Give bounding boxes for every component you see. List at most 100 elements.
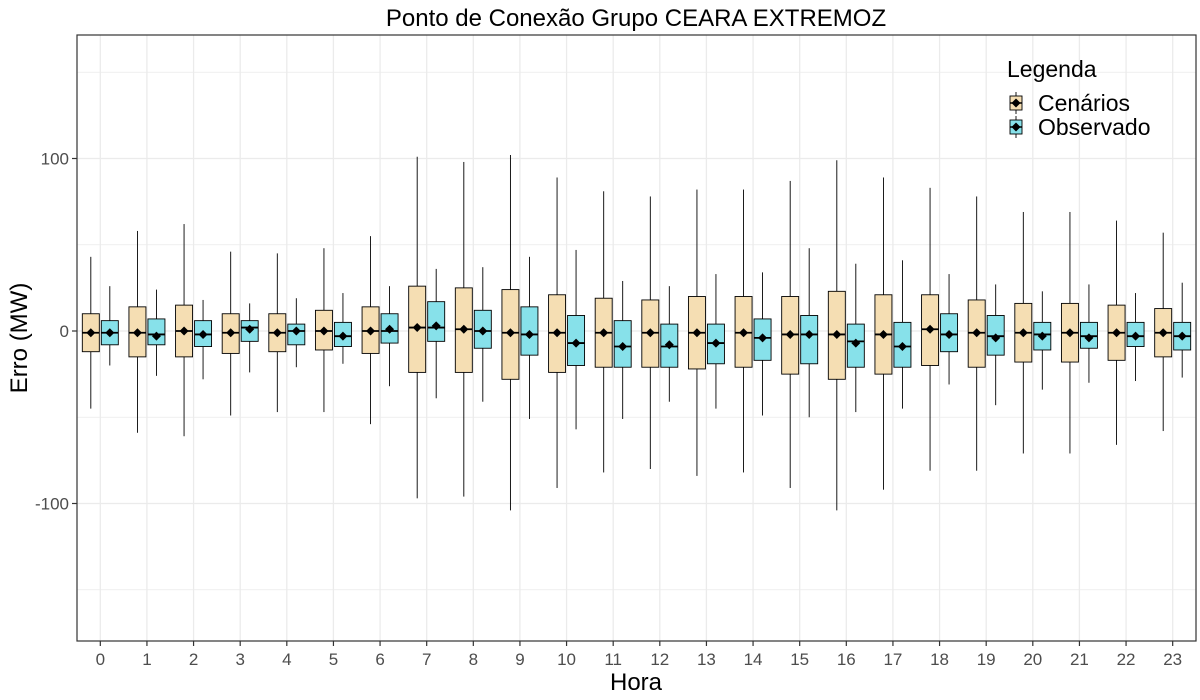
legend-title: Legenda [1007, 56, 1097, 82]
mean-point [272, 328, 282, 338]
mean-point [664, 340, 674, 350]
box-group [520, 256, 539, 419]
x-tick-label: 4 [282, 650, 291, 669]
grid-minor [77, 71, 1196, 591]
box-group [380, 286, 399, 387]
mean-point [711, 338, 721, 348]
mean-point [925, 324, 935, 334]
mean-point [385, 324, 395, 334]
box-group [81, 256, 100, 409]
x-tick-label: 17 [883, 650, 902, 669]
box-group [1060, 211, 1079, 454]
mean-point [1177, 331, 1187, 341]
mean-point [1018, 328, 1028, 338]
box-group [194, 299, 213, 380]
box-group [594, 191, 613, 473]
box-group [100, 286, 119, 366]
mean-point [478, 326, 488, 336]
x-tick-label: 10 [557, 650, 576, 669]
box-group [1014, 211, 1033, 454]
x-tick-label: 13 [697, 650, 716, 669]
mean-point [198, 329, 208, 339]
panel-border [76, 34, 1197, 642]
x-tick-label: 14 [744, 650, 763, 669]
box-group [706, 274, 725, 409]
box-group [1107, 220, 1126, 445]
mean-point [291, 326, 301, 336]
box-group [1154, 232, 1173, 432]
mean-point [319, 326, 329, 336]
x-tick-label: 11 [604, 650, 622, 669]
mean-point [851, 338, 861, 348]
mean-point [571, 338, 581, 348]
legend-item: Observado [1009, 114, 1151, 140]
mean-point [692, 328, 702, 338]
box-group [781, 180, 800, 488]
box-group [753, 272, 772, 416]
mean-point [804, 329, 814, 339]
mean-point [366, 326, 376, 336]
mean-point [105, 328, 115, 338]
mean-point [758, 333, 768, 343]
box-group [454, 161, 473, 497]
box-group [128, 230, 147, 433]
x-tick-label: 19 [977, 650, 996, 669]
boxes [81, 155, 1192, 511]
legend-label: Cenários [1038, 90, 1130, 116]
box-group [221, 251, 240, 416]
x-tick-label: 15 [790, 650, 809, 669]
x-tick-label: 5 [329, 650, 338, 669]
mean-point [878, 329, 888, 339]
x-tick-label: 8 [469, 650, 478, 669]
mean-point [151, 331, 161, 341]
box-group [333, 293, 352, 364]
mean-point [179, 326, 189, 336]
mean-point [739, 328, 749, 338]
mean-point [645, 328, 655, 338]
mean-point [1084, 333, 1094, 343]
x-tick-label: 21 [1070, 650, 1089, 669]
box-group [940, 274, 959, 385]
mean-point [618, 342, 628, 352]
box-group [800, 248, 819, 418]
box-group [827, 160, 846, 511]
x-tick-label: 7 [422, 650, 431, 669]
mean-point [897, 342, 907, 352]
x-axis: 0 1 2 3 4 5 6 7 8 9 10 11 12 13 14 15 16 17 18 19 20 21 22 23 [96, 641, 1182, 669]
box-group [874, 177, 893, 490]
mean-point [552, 328, 562, 338]
box-group [734, 189, 753, 473]
y-tick-label: 100 [41, 150, 69, 169]
x-tick-label: 23 [1163, 650, 1182, 669]
box-group [1126, 293, 1145, 382]
mean-point [1037, 331, 1047, 341]
mean-point [832, 329, 842, 339]
box-group [921, 187, 940, 471]
box-group [1033, 291, 1052, 390]
x-tick-label: 1 [142, 650, 151, 669]
plot-panel [76, 34, 1197, 642]
box-group [427, 268, 446, 399]
box-group [361, 236, 380, 425]
legend-key-mean [1011, 98, 1021, 108]
mean-point [944, 329, 954, 339]
x-axis-title: Hora [610, 669, 663, 696]
x-tick-label: 3 [235, 650, 244, 669]
y-tick-label: -100 [35, 495, 69, 514]
box-group [967, 196, 986, 471]
x-tick-label: 12 [650, 650, 669, 669]
box-group [501, 155, 520, 511]
box-group [893, 260, 912, 409]
box-group [147, 289, 166, 376]
x-tick-label: 16 [837, 650, 856, 669]
mean-point [1065, 328, 1075, 338]
box-group [268, 253, 287, 413]
box-group [548, 177, 567, 488]
y-axis-title: Erro (MW) [6, 283, 33, 394]
box-group [175, 224, 194, 437]
mean-point [1158, 328, 1168, 338]
x-tick-label: 9 [515, 650, 524, 669]
